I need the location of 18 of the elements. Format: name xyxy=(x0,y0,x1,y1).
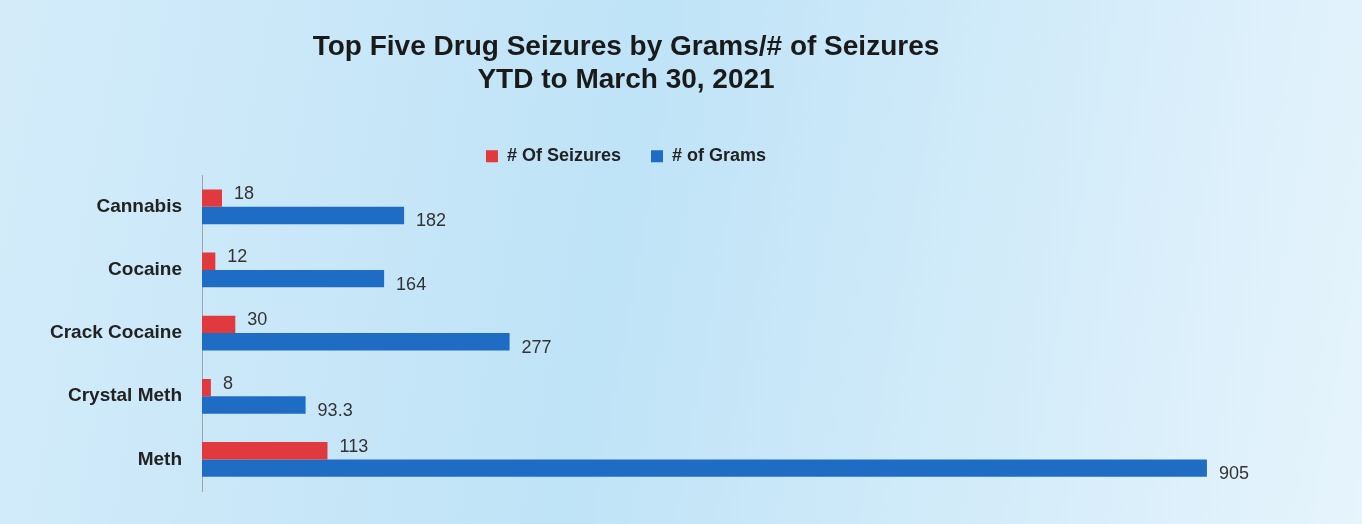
data-label: 30 xyxy=(247,309,268,330)
legend-label: # of Grams xyxy=(672,145,767,166)
data-label: 113 xyxy=(339,435,369,456)
data-label: 182 xyxy=(416,210,447,231)
legend-label: # Of Seizures xyxy=(506,145,622,166)
data-label: 12 xyxy=(227,246,248,267)
y-tick-label: Crystal Meth xyxy=(67,384,183,406)
data-label: 905 xyxy=(1218,463,1249,484)
y-tick-label: Meth xyxy=(137,447,183,469)
y-tick-label: Crack Cocaine xyxy=(49,321,183,343)
data-label: 8 xyxy=(222,372,233,393)
y-tick-label: Cocaine xyxy=(108,258,183,280)
chart-title: Top Five Drug Seizures by Grams/# of Seizures YTD to March 30, 2021 xyxy=(312,29,940,95)
data-label: 164 xyxy=(396,273,427,294)
y-tick-label: Cannabis xyxy=(96,195,183,217)
data-label: 18 xyxy=(233,183,255,204)
data-label: 93.3 xyxy=(317,399,353,420)
data-label: 277 xyxy=(521,336,552,357)
